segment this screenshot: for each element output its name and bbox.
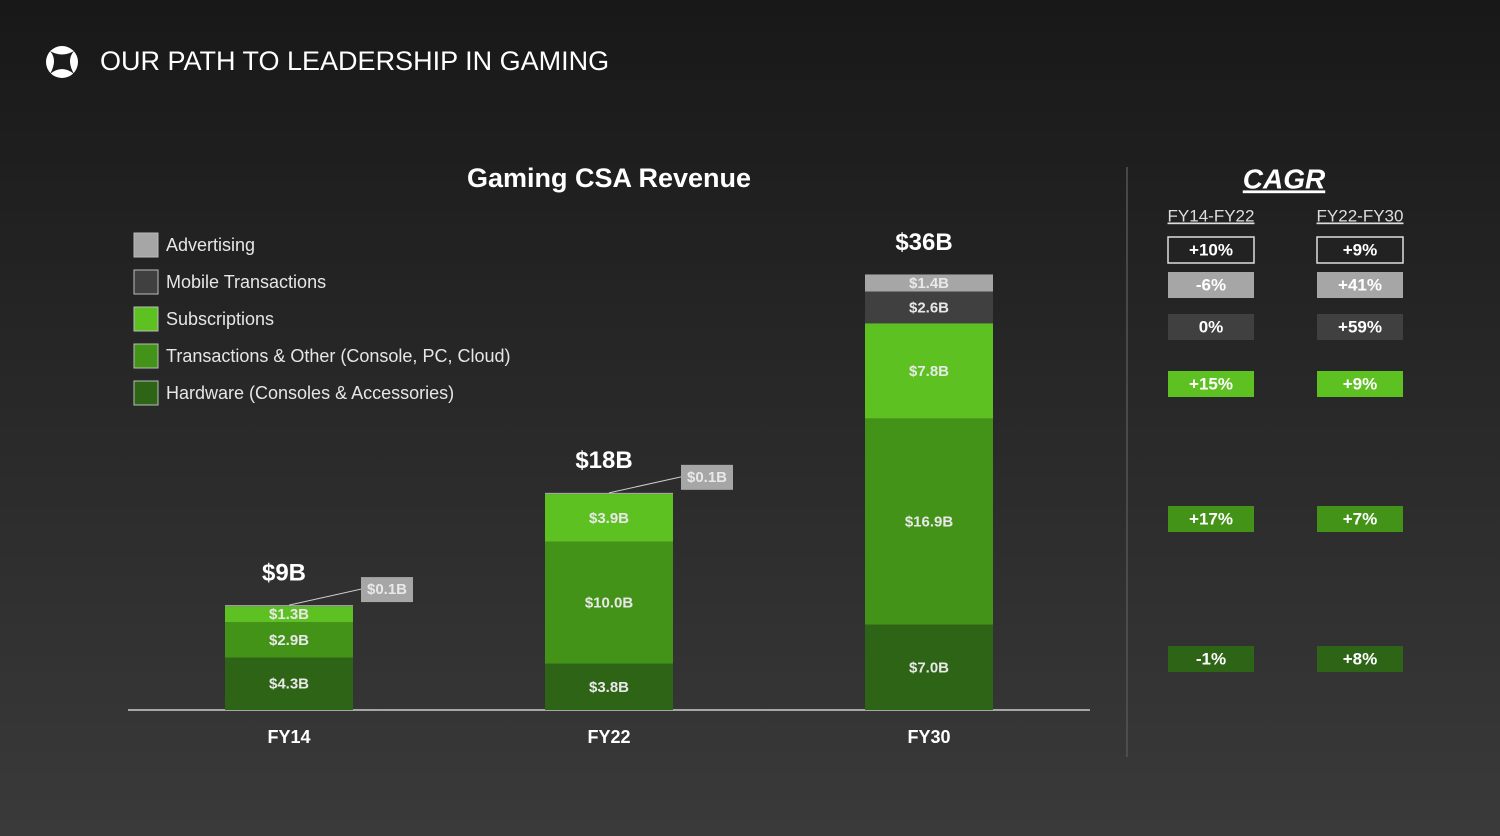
segment-label: $1.4B [909, 275, 949, 292]
cagr-value: +9% [1343, 374, 1378, 393]
legend-swatch [133, 232, 159, 258]
cagr-cell [1168, 314, 1254, 340]
cagr-value: +17% [1189, 509, 1233, 528]
cagr-cell [1316, 236, 1404, 264]
bar-segment [545, 494, 673, 542]
cagr-value: +41% [1338, 275, 1382, 294]
cagr-cell [1317, 371, 1403, 397]
callout-line [288, 588, 362, 606]
callout-box [681, 464, 733, 490]
cagr-cell [1317, 314, 1403, 340]
total-label: $36B [895, 229, 952, 256]
legend-label: Mobile Transactions [166, 272, 326, 292]
legend-swatch [133, 306, 159, 332]
logo [46, 46, 78, 78]
segment-label: $7.0B [909, 659, 949, 676]
cagr-cell [1168, 272, 1254, 298]
cagr-value: +7% [1343, 509, 1378, 528]
cagr-cell [1317, 272, 1403, 298]
cagr-cell [1168, 506, 1254, 532]
legend-swatch [133, 380, 159, 406]
bar-segment [865, 291, 993, 324]
header-title: OUR PATH TO LEADERSHIP IN GAMING [100, 46, 609, 76]
segment-label: $4.3B [269, 676, 309, 693]
cagr-title: CAGR [1243, 163, 1326, 194]
segment-label: $7.8B [909, 363, 949, 380]
x-tick-label: FY30 [907, 727, 950, 747]
legend-label: Hardware (Consoles & Accessories) [166, 383, 454, 403]
segment-label: $3.9B [589, 510, 629, 527]
bar-segment [545, 663, 673, 710]
bar-segment [225, 657, 353, 710]
bar-segment [865, 274, 993, 292]
cagr-cell [1167, 236, 1255, 264]
cagr-value: +59% [1338, 317, 1382, 336]
bar-segment [865, 323, 993, 419]
chart-title: Gaming CSA Revenue [467, 163, 751, 193]
callout-label: $0.1B [367, 581, 407, 598]
x-tick-label: FY14 [267, 727, 310, 747]
bar-segment [865, 418, 993, 625]
cagr-cell [1168, 371, 1254, 397]
legend-swatch [133, 269, 159, 295]
legend-label: Advertising [166, 235, 255, 255]
cagr-column-header: FY22-FY30 [1317, 206, 1404, 225]
bar-segment [225, 605, 353, 607]
cagr-column-header: FY14-FY22 [1168, 206, 1255, 225]
legend-label: Transactions & Other (Console, PC, Cloud… [166, 346, 510, 366]
cagr-value: +10% [1189, 240, 1233, 259]
bar-segment [865, 624, 993, 710]
cagr-cell [1168, 646, 1254, 672]
bar-segment [225, 606, 353, 623]
bar-segment [545, 492, 673, 495]
bar-segment [545, 541, 673, 664]
cagr-value: +8% [1343, 649, 1378, 668]
cagr-value: -1% [1196, 649, 1226, 668]
cagr-value: 0% [1199, 317, 1224, 336]
callout-line [608, 476, 682, 494]
legend-label: Subscriptions [166, 309, 274, 329]
total-label: $9B [262, 559, 306, 586]
segment-label: $1.3B [269, 606, 309, 623]
cagr-cell [1317, 646, 1403, 672]
segment-label: $10.0B [585, 595, 634, 612]
cagr-value: -6% [1196, 275, 1226, 294]
x-tick-label: FY22 [587, 727, 630, 747]
cagr-value: +15% [1189, 374, 1233, 393]
callout-label: $0.1B [687, 469, 727, 486]
segment-label: $3.8B [589, 679, 629, 696]
callout-box [361, 577, 413, 603]
cagr-value: +9% [1343, 240, 1378, 259]
total-label: $18B [575, 447, 632, 474]
segment-label: $2.6B [909, 299, 949, 316]
cagr-cell [1317, 506, 1403, 532]
segment-label: $2.9B [269, 632, 309, 649]
legend-swatch [133, 343, 159, 369]
bar-segment [225, 622, 353, 658]
segment-label: $16.9B [905, 513, 954, 530]
